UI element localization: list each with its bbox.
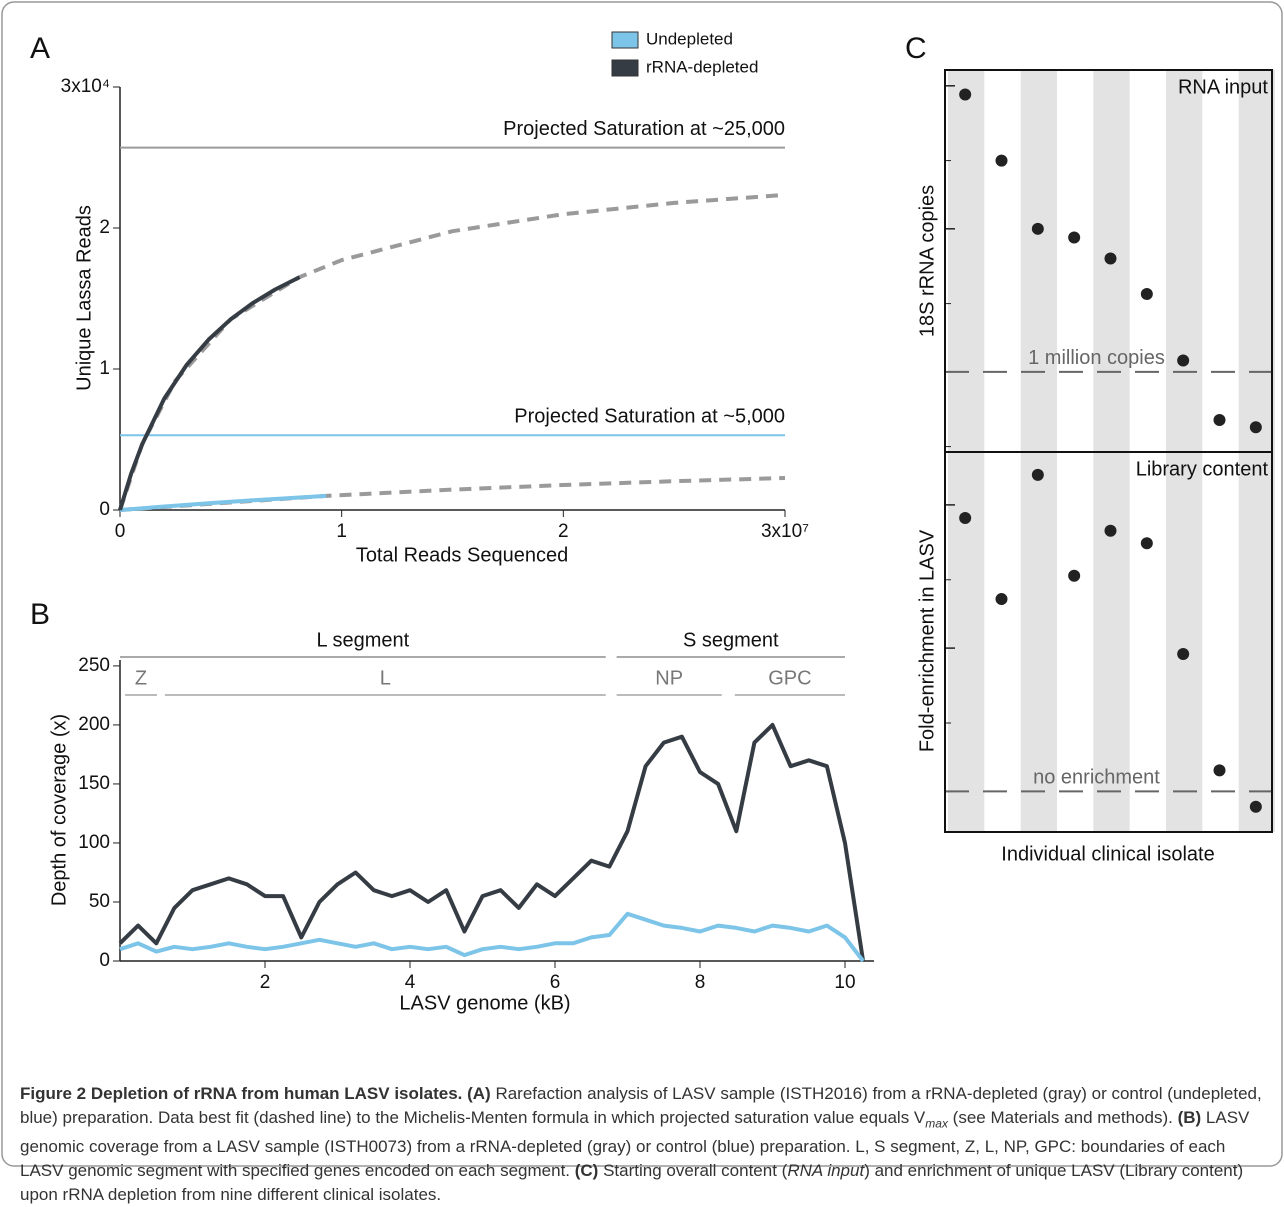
caption-text: Starting overall content ( (598, 1161, 788, 1181)
data-dot (959, 511, 972, 524)
data-dot (1249, 421, 1262, 434)
x-tick-label: 8 (695, 972, 706, 993)
y-axis-label: Depth of coverage (x) (48, 714, 70, 906)
figure-caption: Figure 2 Depletion of rRNA from human LA… (20, 1082, 1270, 1207)
legend-swatch (611, 59, 639, 77)
x-tick-label: 4 (405, 972, 416, 993)
data-dot (1213, 764, 1226, 777)
y-axis-label: 18S rRNA copies (916, 185, 938, 337)
column-band (1020, 452, 1057, 832)
panel-label: C (905, 32, 927, 65)
column-band (1020, 70, 1057, 452)
data-dot (1213, 414, 1226, 427)
series-line (119, 911, 865, 963)
legend-label: rRNA-depleted (646, 57, 758, 76)
y-tick-label: 0 (99, 950, 110, 971)
legend-swatch (611, 31, 639, 49)
y-tick-label: 150 (78, 773, 110, 794)
x-tick-label: 0 (115, 521, 126, 542)
region-label: NP (655, 667, 683, 689)
panel-annotation: Library content (1136, 458, 1269, 480)
panel-annotation: RNA input (1178, 76, 1268, 98)
data-dot (1068, 569, 1081, 582)
x-axis-label: Individual clinical isolate (1001, 843, 1214, 865)
caption-text: (B) (1177, 1108, 1202, 1127)
column-band (948, 452, 985, 832)
caption-text: (see Materials and methods). (947, 1108, 1178, 1127)
y-tick-label: 200 (78, 714, 110, 735)
data-dot (1068, 231, 1081, 244)
y-tick-label: 0 (99, 499, 110, 520)
y-tick-label: 50 (89, 891, 110, 912)
series-line (119, 476, 786, 512)
y-tick-label: 1 (99, 358, 110, 379)
data-dot (1140, 288, 1153, 301)
y-tick-label: 3x10⁴ (61, 76, 110, 97)
x-axis-label: Total Reads Sequenced (356, 544, 568, 566)
data-dot (1249, 800, 1262, 813)
panel-label: B (30, 598, 50, 631)
x-axis-label: LASV genome (kB) (399, 992, 570, 1014)
x-tick-label: 10 (834, 972, 855, 993)
data-dot (1140, 537, 1153, 550)
legend-label: Undepleted (646, 29, 733, 48)
data-dot (1177, 354, 1190, 367)
caption-text: Rarefaction analysis of LASV sample (IST… (20, 1084, 1262, 1127)
figure: A Total Reads Sequenced Unique Lassa Reads… (1, 1, 1283, 1167)
column-band (1238, 70, 1275, 452)
data-dot (959, 88, 972, 101)
series-line (118, 722, 866, 962)
x-tick-label: 2 (558, 521, 569, 542)
y-tick-label: 100 (78, 832, 110, 853)
reference-label: no enrichment (1033, 767, 1160, 789)
series-line (118, 192, 786, 511)
region-label: Z (135, 667, 147, 689)
plot-frame (944, 451, 1273, 833)
caption-text: (C) (574, 1161, 599, 1181)
x-tick-label: 1 (336, 521, 347, 542)
frame (1, 1, 1283, 1167)
caption-text: Figure 2 Depletion of rRNA from human LA… (20, 1084, 463, 1103)
region-label: L (380, 667, 391, 689)
data-dot (1104, 524, 1117, 537)
column-band (1166, 452, 1203, 832)
data-dot (1177, 647, 1190, 660)
panel-label: A (30, 32, 50, 65)
y-axis-label: Unique Lassa Reads (73, 205, 95, 391)
x-tick-label: 2 (260, 972, 271, 993)
region-label: S segment (683, 629, 779, 651)
saturation-label: Projected Saturation at ~25,000 (503, 118, 785, 140)
series-line (119, 493, 327, 512)
y-tick-label: 2 (99, 217, 110, 238)
caption-text: RNA input (787, 1161, 865, 1181)
region-label: GPC (768, 667, 811, 689)
column-band (1166, 70, 1203, 452)
data-dot (995, 593, 1008, 606)
saturation-label: Projected Saturation at ~5,000 (514, 406, 785, 428)
caption-text: (A) (467, 1084, 491, 1103)
column-band (1238, 452, 1275, 832)
region-label: L segment (317, 629, 410, 651)
data-dot (995, 154, 1008, 167)
x-tick-label: 6 (550, 972, 561, 993)
data-dot (1031, 222, 1044, 235)
reference-label: 1 million copies (1028, 347, 1165, 369)
column-band (948, 70, 985, 452)
series-line (118, 275, 301, 511)
x-tick-label: 3x10⁷ (761, 521, 809, 542)
column-band (1093, 452, 1130, 832)
data-dot (1104, 252, 1117, 265)
y-tick-label: 250 (78, 655, 110, 676)
y-axis-label: Fold-enrichment in LASV (916, 529, 938, 752)
caption-text: max (925, 1116, 948, 1131)
data-dot (1031, 468, 1044, 481)
